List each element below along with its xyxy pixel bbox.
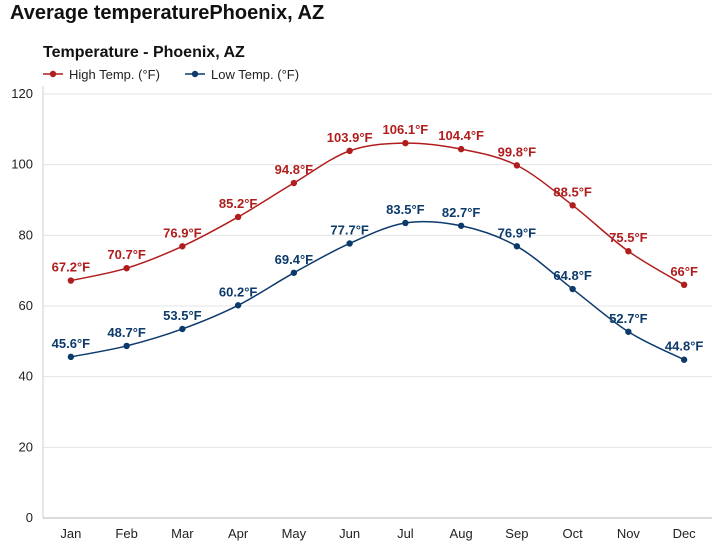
- data-label: 75.5°F: [609, 230, 648, 245]
- x-tick-label: May: [282, 526, 307, 541]
- data-label: 106.1°F: [383, 122, 429, 137]
- data-label: 69.4°F: [275, 252, 314, 267]
- data-point[interactable]: [179, 243, 186, 250]
- x-tick-label: Dec: [673, 526, 697, 541]
- data-label: 77.7°F: [330, 222, 369, 237]
- data-point[interactable]: [290, 179, 298, 187]
- y-tick-label: 80: [19, 227, 33, 242]
- data-point[interactable]: [402, 139, 409, 147]
- data-point[interactable]: [457, 145, 465, 153]
- series-line-1: [70, 220, 685, 361]
- data-label: 45.6°F: [52, 336, 91, 351]
- y-tick-label: 0: [26, 510, 33, 525]
- data-label: 83.5°F: [386, 202, 425, 217]
- x-tick-label: Mar: [171, 526, 194, 541]
- legend-label: High Temp. (°F): [69, 67, 160, 82]
- data-point[interactable]: [67, 277, 75, 284]
- x-tick-label: Apr: [228, 526, 249, 541]
- data-point[interactable]: [569, 285, 576, 293]
- x-tick-label: Jul: [397, 526, 414, 541]
- data-label: 70.7°F: [107, 247, 146, 262]
- gridlines: [43, 93, 712, 448]
- data-point[interactable]: [346, 147, 353, 155]
- data-point[interactable]: [569, 202, 576, 209]
- data-point[interactable]: [680, 281, 688, 288]
- data-label: 44.8°F: [665, 339, 704, 354]
- data-point[interactable]: [123, 342, 130, 350]
- data-point[interactable]: [179, 325, 186, 333]
- data-label: 48.7°F: [107, 325, 146, 340]
- series-lines: [67, 139, 688, 363]
- x-tick-label: Jun: [339, 526, 360, 541]
- data-label: 76.9°F: [498, 225, 537, 240]
- data-label: 60.2°F: [219, 284, 258, 299]
- data-point[interactable]: [513, 162, 521, 169]
- x-tick-label: Feb: [115, 526, 137, 541]
- data-point[interactable]: [680, 356, 688, 363]
- data-point[interactable]: [513, 243, 521, 250]
- legend-item-1[interactable]: Low Temp. (°F): [185, 67, 299, 82]
- data-point[interactable]: [234, 302, 242, 309]
- data-label: 64.8°F: [553, 268, 592, 283]
- data-label: 66°F: [670, 264, 698, 279]
- data-label: 67.2°F: [52, 260, 91, 275]
- data-label: 99.8°F: [498, 144, 537, 159]
- data-point[interactable]: [402, 219, 409, 227]
- data-point[interactable]: [625, 248, 632, 255]
- temperature-line-chart: 0 20 40 60 80 100 120 Jan Feb Mar Apr May Jun Jul Aug S…: [11, 44, 712, 541]
- data-label: 104.4°F: [438, 128, 484, 143]
- data-label: 53.5°F: [163, 308, 202, 323]
- data-point[interactable]: [290, 269, 298, 276]
- data-point[interactable]: [234, 213, 242, 221]
- data-point[interactable]: [346, 240, 353, 247]
- axes: 0 20 40 60 80 100 120 Jan Feb Mar Apr May Jun Jul Aug S…: [11, 86, 712, 541]
- legend[interactable]: High Temp. (°F) Low Temp. (°F): [43, 67, 299, 82]
- page-heading: Average temperaturePhoenix, AZ: [10, 2, 325, 24]
- y-tick-label: 120: [11, 86, 33, 101]
- data-label: 94.8°F: [275, 162, 314, 177]
- data-label: 85.2°F: [219, 196, 258, 211]
- data-point[interactable]: [625, 328, 632, 335]
- y-tick-label: 60: [19, 298, 33, 313]
- data-label: 103.9°F: [327, 130, 373, 145]
- x-tick-label: Nov: [617, 526, 641, 541]
- y-tick-label: 100: [11, 157, 33, 172]
- data-point[interactable]: [457, 222, 465, 229]
- y-tick-label: 40: [19, 369, 33, 384]
- x-tick-label: Sep: [505, 526, 528, 541]
- legend-marker: [49, 70, 57, 78]
- data-label: 52.7°F: [609, 311, 648, 326]
- x-tick-label: Aug: [450, 526, 473, 541]
- chart-title: Temperature - Phoenix, AZ: [43, 44, 245, 61]
- x-tick-label: Oct: [563, 526, 584, 541]
- legend-marker: [191, 70, 199, 78]
- legend-label: Low Temp. (°F): [211, 67, 299, 82]
- data-point[interactable]: [67, 353, 75, 361]
- data-point[interactable]: [123, 264, 130, 272]
- data-label: 76.9°F: [163, 225, 202, 240]
- x-tick-label: Jan: [60, 526, 81, 541]
- legend-item-0[interactable]: High Temp. (°F): [43, 67, 160, 82]
- y-tick-label: 20: [19, 439, 33, 454]
- chart-card: 0 20 40 60 80 100 120 Jan Feb Mar Apr May Jun Jul Aug S…: [0, 28, 720, 547]
- data-label: 88.5°F: [553, 184, 592, 199]
- data-label: 82.7°F: [442, 205, 481, 220]
- data-labels: 67.2°F 70.7°F 76.9°F 85.2°F 94.8°F 103.9°F 106…: [52, 122, 704, 354]
